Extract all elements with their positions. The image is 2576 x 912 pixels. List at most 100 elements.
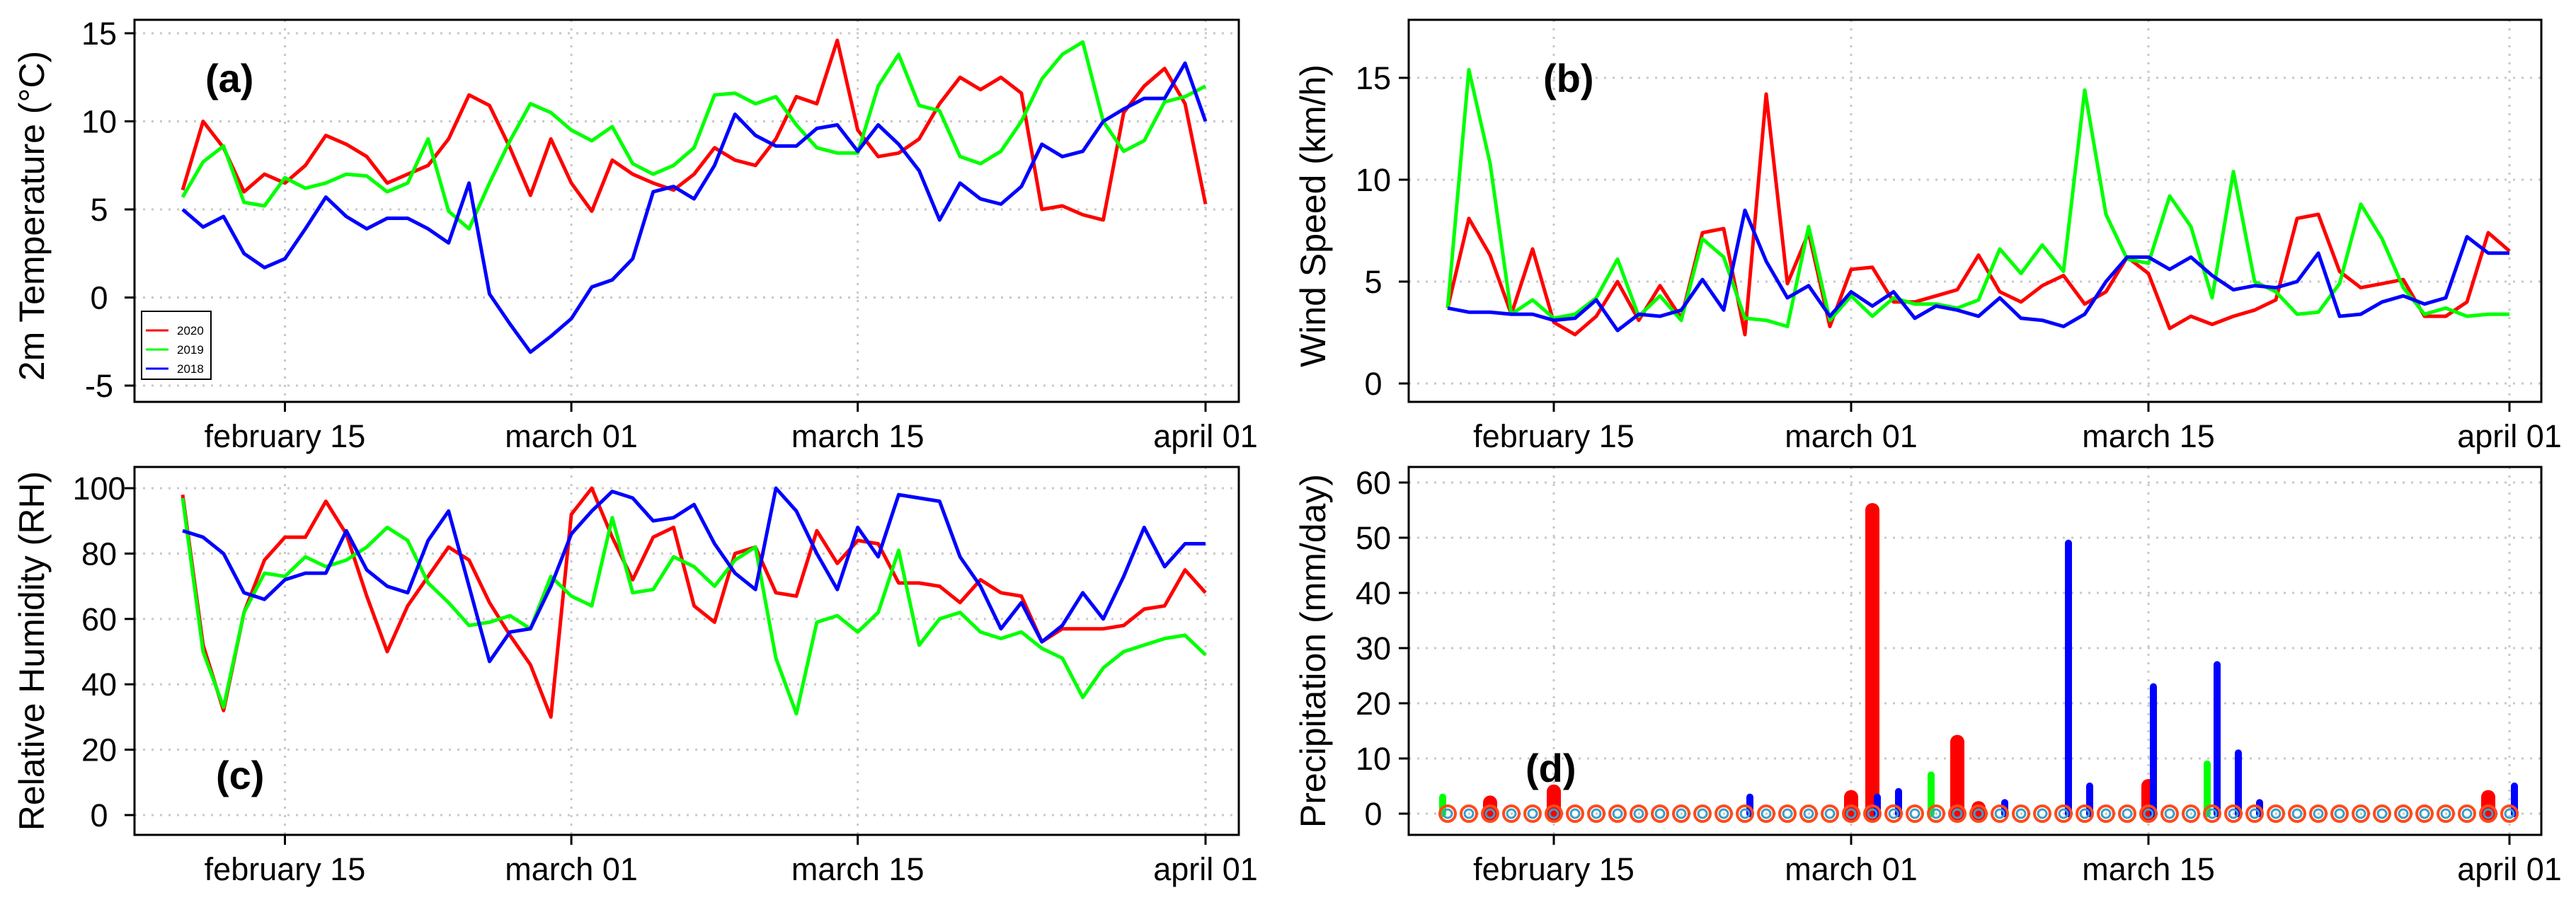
zero-marker xyxy=(2097,804,2115,823)
x-tick-label: march 15 xyxy=(791,418,925,454)
zero-marker xyxy=(2458,804,2476,823)
zero-marker xyxy=(2076,804,2094,823)
zero-marker xyxy=(2249,808,2260,819)
plot-frame xyxy=(1407,466,2543,836)
zero-marker xyxy=(2100,808,2112,819)
zero-marker xyxy=(1608,804,1627,823)
zero-marker xyxy=(2504,808,2515,819)
panel-label-d: (d) xyxy=(1525,746,1576,790)
zero-marker xyxy=(2143,808,2154,819)
zero-marker xyxy=(1824,808,1836,819)
zero-marker xyxy=(1739,808,1751,819)
zero-marker xyxy=(2245,804,2264,823)
zero-marker xyxy=(1803,808,1814,819)
plot-frame xyxy=(133,466,1240,836)
zero-marker xyxy=(1821,804,1839,823)
x-tick-label: march 01 xyxy=(505,418,638,454)
y-tick-label: 10 xyxy=(1356,162,1391,198)
zero-marker xyxy=(2270,808,2282,819)
zero-marker xyxy=(1884,804,1903,823)
zero-marker xyxy=(1693,804,1712,823)
zero-marker xyxy=(2122,808,2133,819)
zero-marker xyxy=(2054,804,2073,823)
zero-marker xyxy=(2015,808,2027,819)
zero-marker xyxy=(2373,804,2391,823)
zero-marker xyxy=(1991,804,2009,823)
legend-label-2019: 2019 xyxy=(177,343,204,357)
zero-marker xyxy=(1438,804,1457,823)
zero-marker xyxy=(1867,808,1878,819)
zero-marker xyxy=(2139,804,2158,823)
y-tick-label: 80 xyxy=(81,536,117,572)
zero-marker xyxy=(2164,808,2175,819)
series-line-2019 xyxy=(181,497,1207,716)
y-tick-label: 5 xyxy=(1364,264,1382,300)
x-tick-label: february 15 xyxy=(1473,851,1635,887)
zero-marker xyxy=(2415,804,2434,823)
zero-marker xyxy=(1697,808,1708,819)
zero-marker xyxy=(1715,804,1733,823)
zero-marker xyxy=(1736,804,1754,823)
zero-marker xyxy=(1651,804,1669,823)
y-tick-label: 15 xyxy=(1356,60,1391,96)
zero-marker xyxy=(2376,808,2388,819)
x-tick-label: march 15 xyxy=(2082,418,2215,454)
x-tick-label: april 01 xyxy=(1153,418,1258,454)
zero-marker xyxy=(1506,808,1517,819)
zero-marker xyxy=(2228,808,2239,819)
y-tick-label: 0 xyxy=(1364,366,1382,402)
x-tick-label: april 01 xyxy=(1153,851,1258,887)
zero-marker xyxy=(2224,804,2243,823)
zero-marker xyxy=(2355,808,2366,819)
panel-label-a: (a) xyxy=(205,56,253,100)
zero-marker xyxy=(2037,808,2048,819)
zero-marker xyxy=(1994,808,2005,819)
panel-d-precipitation: 0 10 20 30 40 50 60 february 15 march 01 march 15… xyxy=(1293,465,2562,887)
y-tick-label: 40 xyxy=(1356,575,1391,611)
zero-marker xyxy=(2419,808,2430,819)
legend: 2020 2019 2018 xyxy=(141,311,212,380)
y-tick-label: 60 xyxy=(1356,465,1391,501)
zero-marker xyxy=(2206,808,2218,819)
y-axis-label: Relative Humidity (RH) xyxy=(12,471,52,831)
zero-marker xyxy=(2185,808,2197,819)
zero-marker xyxy=(2479,804,2497,823)
zero-marker xyxy=(1502,804,1521,823)
x-tick-label: march 01 xyxy=(505,851,638,887)
series-line-2018 xyxy=(182,486,1206,664)
zero-marker xyxy=(1612,808,1623,819)
y-tick-label: 10 xyxy=(1356,741,1391,777)
panel-c-relative-humidity: 0 20 40 60 80 100 february 15 march 01 march 15 a… xyxy=(12,466,1258,887)
zero-marker xyxy=(1842,804,1860,823)
y-tick-label: 0 xyxy=(1364,796,1382,832)
zero-marker xyxy=(1927,804,1945,823)
zero-marker xyxy=(1442,808,1453,819)
y-tick-label: 20 xyxy=(81,732,117,768)
plot-frame xyxy=(1407,18,2543,403)
panel-b-wind-speed: 0 5 10 15 february 15 march 01 march 15 april 0… xyxy=(1293,18,2562,454)
zero-marker xyxy=(2313,808,2324,819)
y-tick-label: 0 xyxy=(90,797,108,833)
x-tick-label: april 01 xyxy=(2457,851,2562,887)
zero-marker xyxy=(1799,804,1818,823)
zero-marker xyxy=(1569,808,1581,819)
zero-marker xyxy=(1527,808,1538,819)
x-tick-label: march 01 xyxy=(1785,418,1918,454)
zero-marker xyxy=(1672,804,1690,823)
series-line-2020 xyxy=(181,38,1208,222)
panel-label-c: (c) xyxy=(216,753,264,797)
series-line-2018 xyxy=(181,61,1208,354)
zero-marker xyxy=(1633,808,1644,819)
zero-marker xyxy=(2079,808,2090,819)
zero-marker xyxy=(2203,804,2221,823)
zero-marker xyxy=(1566,804,1584,823)
zero-marker xyxy=(1463,808,1475,819)
panel-a-temperature: -5 0 5 10 15 february 15 march 01 march 15 april… xyxy=(12,16,1258,454)
zero-marker xyxy=(1587,804,1605,823)
y-tick-label: 100 xyxy=(72,471,125,507)
series-line-2018 xyxy=(1447,208,2509,333)
zero-marker xyxy=(2461,808,2473,819)
zero-marker xyxy=(2394,804,2412,823)
zero-marker xyxy=(2288,804,2306,823)
